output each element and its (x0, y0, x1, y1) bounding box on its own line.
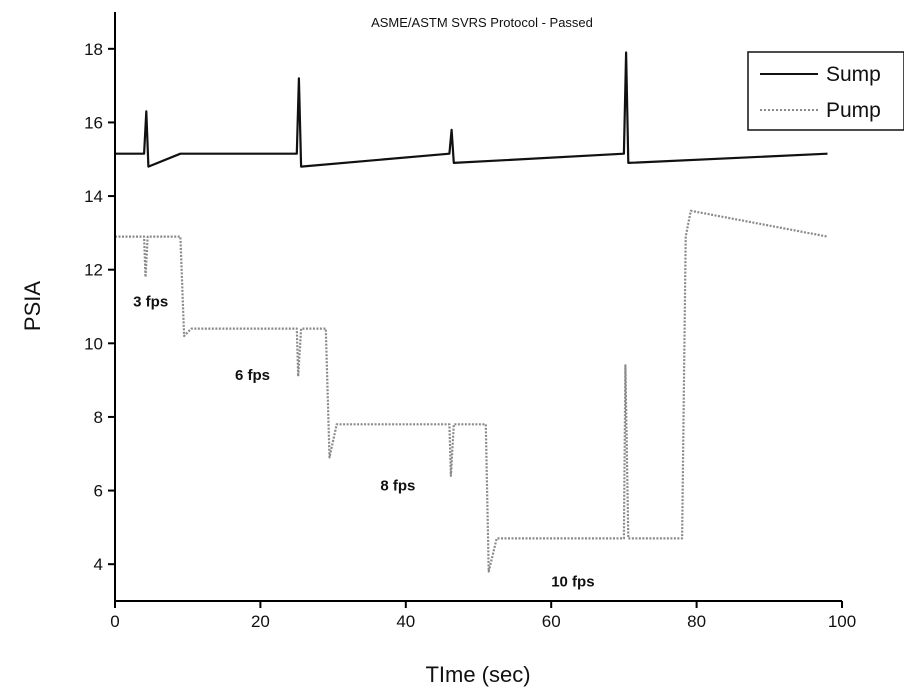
chart-title: ASME/ASTM SVRS Protocol - Passed (371, 15, 593, 30)
y-tick-label-7: 18 (84, 40, 103, 59)
annotation-layer: 3 fps 6 fps 8 fps 10 fps (133, 294, 594, 591)
annotation-1: 6 fps (235, 367, 270, 384)
annotation-0: 3 fps (133, 294, 168, 311)
y-tick-label-5: 14 (84, 187, 103, 206)
y-axis-title: PSIA (20, 281, 45, 331)
x-tick-label-2: 40 (396, 612, 415, 631)
series-pump-line (115, 209, 828, 573)
series-layer (115, 51, 828, 573)
y-tick-label-2: 8 (94, 408, 103, 427)
y-tick-label-4: 12 (84, 261, 103, 280)
y-tick-label-3: 10 (84, 334, 103, 353)
legend-box (747, 51, 904, 131)
legend-label-sump: Sump (826, 63, 881, 86)
x-tick-label-5: 100 (828, 612, 856, 631)
x-tick-label-0: 0 (110, 612, 119, 631)
y-tick-label-6: 16 (84, 113, 103, 132)
y-tick-label-1: 6 (94, 482, 103, 501)
axes-layer (114, 12, 842, 602)
x-tick-label-3: 60 (542, 612, 561, 631)
legend-label-pump: Pump (826, 99, 881, 122)
y-tick-label-0: 4 (94, 555, 103, 574)
x-axis-title: TIme (sec) (425, 662, 530, 687)
ticks-layer: 0 20 40 60 80 100 4 6 8 10 12 14 16 18 (84, 40, 856, 631)
annotation-2: 8 fps (380, 478, 415, 495)
x-tick-label-1: 20 (251, 612, 270, 631)
series-sump-line (115, 51, 828, 168)
legend: Sump Pump (747, 51, 904, 131)
annotation-3: 10 fps (551, 573, 594, 590)
x-tick-label-4: 80 (687, 612, 706, 631)
